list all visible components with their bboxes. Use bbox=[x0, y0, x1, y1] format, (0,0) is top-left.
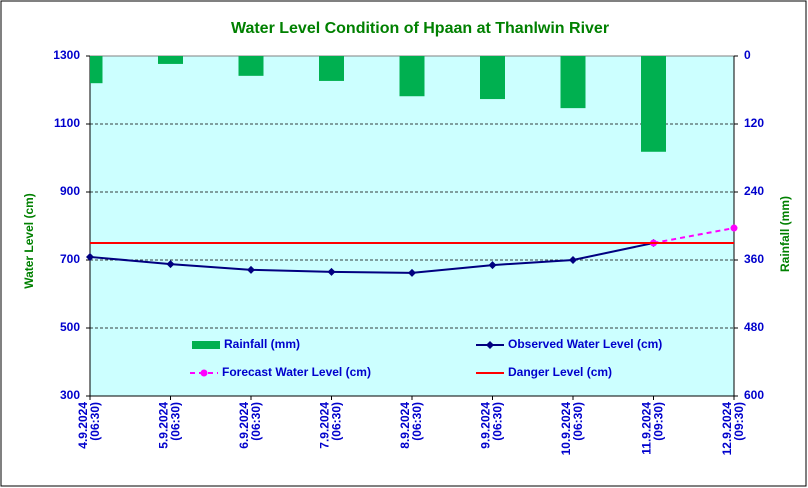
y-tick-label: 1300 bbox=[53, 48, 80, 62]
marker bbox=[488, 261, 497, 270]
x-tick-label: 7.9.2024(06:30) bbox=[318, 402, 344, 449]
legend-label: Danger Level (cm) bbox=[508, 365, 612, 379]
marker bbox=[730, 224, 738, 232]
rainfall-bar bbox=[238, 56, 264, 76]
legend-label: Rainfall (mm) bbox=[224, 337, 300, 351]
legend-marker bbox=[200, 369, 208, 377]
y-tick-label: 300 bbox=[60, 388, 80, 402]
x-tick-label: 9.9.2024(06:30) bbox=[479, 402, 505, 449]
x-tick-label: 5.9.2024(06:30) bbox=[157, 402, 183, 449]
line-series bbox=[89, 242, 654, 274]
y2-tick-label: 360 bbox=[744, 252, 764, 266]
rainfall-bar bbox=[158, 56, 183, 64]
y-tick-label: 700 bbox=[60, 252, 80, 266]
legend-label: Forecast Water Level (cm) bbox=[222, 365, 371, 379]
x-tick-label: 6.9.2024(06:30) bbox=[237, 402, 263, 449]
y2-tick-label: 0 bbox=[744, 48, 751, 62]
marker bbox=[86, 252, 94, 261]
x-tick-label: 4.9.2024(06:30) bbox=[76, 402, 102, 449]
marker bbox=[166, 260, 175, 269]
y-tick-label: 500 bbox=[60, 320, 80, 334]
y2-tick-label: 240 bbox=[744, 184, 764, 198]
x-tick-label: 10.9.2024(06:30) bbox=[559, 402, 585, 456]
rainfall-bar bbox=[641, 56, 666, 152]
x-tick-label: 8.9.2024(06:30) bbox=[398, 402, 424, 449]
marker bbox=[569, 256, 577, 264]
rainfall-bar bbox=[560, 56, 586, 109]
rainfall-bar bbox=[399, 56, 425, 97]
rainfall-bar bbox=[90, 56, 103, 84]
marker bbox=[408, 268, 416, 277]
y2-tick-label: 480 bbox=[744, 320, 764, 334]
x-tick-label: 11.9.2024(09:30) bbox=[640, 402, 666, 455]
marker bbox=[327, 267, 336, 276]
rainfall-bar bbox=[480, 56, 505, 100]
y2-tick-label: 120 bbox=[744, 116, 764, 130]
y-tick-label: 1100 bbox=[54, 116, 80, 130]
chart-title: Water Level Condition of Hpaan at Thanlw… bbox=[231, 20, 609, 37]
rainfall-bar bbox=[319, 56, 344, 81]
legend-swatch bbox=[192, 341, 220, 349]
marker bbox=[247, 265, 255, 274]
legend-marker bbox=[486, 341, 494, 349]
y-axis-label: Water Level (cm) bbox=[22, 193, 36, 289]
y-tick-label: 900 bbox=[60, 184, 80, 198]
line-series bbox=[653, 227, 735, 244]
plot-group bbox=[90, 56, 666, 152]
plot-area bbox=[89, 55, 735, 397]
x-tick-label: 12.9.2024(09:30) bbox=[720, 402, 746, 456]
y2-axis-label: Rainfall (mm) bbox=[778, 196, 792, 272]
y2-tick-label: 600 bbox=[744, 388, 764, 402]
legend-label: Observed Water Level (cm) bbox=[508, 337, 662, 351]
